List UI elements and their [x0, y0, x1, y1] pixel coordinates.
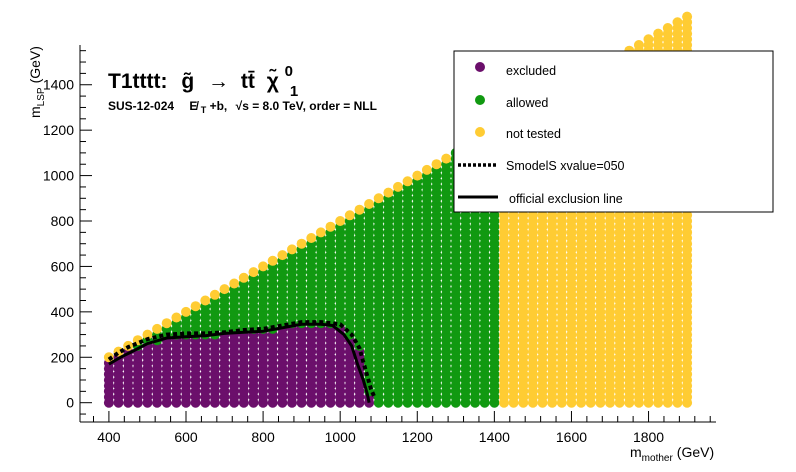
title-lsp-sup: 0: [285, 63, 293, 80]
point-not-tested: [421, 164, 432, 175]
point-not-tested: [344, 210, 355, 221]
x-tick-label: 1800: [633, 429, 664, 445]
smodels-exclusion-line: [107, 320, 377, 399]
point-not-tested: [142, 329, 153, 340]
legend-allowed-label: allowed: [506, 96, 548, 110]
point-not-tested: [412, 170, 423, 181]
title-mother: g̃: [181, 70, 194, 93]
point-not-tested: [441, 153, 452, 164]
x-tick-label: 800: [251, 429, 275, 445]
x-tick-label: 1000: [325, 429, 356, 445]
point-not-tested: [402, 176, 413, 187]
legend-allowed-marker: [475, 95, 485, 105]
point-not-tested: [190, 301, 201, 312]
point-not-tested: [393, 181, 403, 192]
legend-not-tested-marker: [475, 127, 485, 137]
point-not-tested: [373, 193, 384, 204]
point-not-tested: [431, 159, 442, 170]
point-not-tested: [152, 323, 163, 334]
x-axis-title: mmother (GeV): [630, 444, 714, 464]
point-not-tested: [277, 250, 288, 261]
title-products: tt̄: [241, 70, 255, 93]
point-not-tested: [296, 238, 307, 249]
point-not-tested: [653, 28, 664, 39]
point-not-tested: [219, 284, 230, 295]
title-lsp-sub: 1: [290, 83, 298, 100]
point-not-tested: [287, 244, 297, 255]
point-not-tested: [325, 221, 336, 232]
y-tick-label: 0: [66, 395, 74, 411]
point-not-tested: [315, 227, 326, 238]
x-tick-label: 1400: [479, 429, 510, 445]
x-tick-label: 1200: [402, 429, 433, 445]
y-tick-label: 800: [51, 213, 75, 229]
title-model: T1tttt:: [108, 70, 167, 93]
x-tick-label: 600: [174, 429, 198, 445]
legend-box: [453, 50, 774, 213]
legend-excluded-marker: [475, 62, 485, 72]
legend-excluded-label: excluded: [506, 64, 556, 78]
point-not-tested: [181, 306, 191, 317]
point-not-tested: [662, 23, 673, 33]
y-tick-label: 1400: [43, 77, 74, 93]
subtitle-met-suffix: +b,: [210, 99, 228, 113]
point-not-tested: [209, 289, 220, 300]
y-tick-label: 600: [51, 258, 75, 274]
axes: 400 600 800 1000 1200 1400 1600 1800 0 200 400 600 8…: [43, 45, 716, 445]
legend-official-label: official exclusion line: [509, 192, 623, 206]
subtitle-sqrt-s: √s = 8.0 TeV, order = NLL: [236, 99, 377, 113]
x-tick-label: 1600: [556, 429, 587, 445]
y-tick-label: 400: [51, 304, 75, 320]
y-axis-title: mLSP(GeV): [27, 46, 47, 118]
official-exclusion-line: [108, 322, 371, 404]
point-not-tested: [335, 216, 346, 226]
y-tick-label: 200: [51, 349, 75, 365]
point-not-tested: [200, 295, 211, 306]
subtitle-met: E̸: [189, 99, 199, 113]
y-tick-label: 1000: [43, 168, 74, 184]
point-not-tested: [633, 40, 644, 50]
chart-title: T1tttt: g̃ → tt̄ χ̃ 0 1: [108, 58, 299, 100]
legend-smodels-label: SmodelS xvalue=050: [506, 159, 625, 173]
subtitle-analysis: SUS-12-024: [108, 99, 174, 113]
point-not-tested: [258, 261, 269, 272]
point-not-tested: [238, 272, 249, 283]
point-not-tested: [364, 199, 375, 209]
legend: excluded allowed not tested SmodelS xval…: [453, 50, 774, 213]
y-tick-label: 1200: [43, 122, 74, 138]
point-not-tested: [354, 204, 365, 215]
title-arrow: →: [208, 70, 229, 93]
point-not-tested: [306, 233, 317, 243]
point-not-tested: [171, 312, 182, 323]
point-not-tested: [682, 11, 693, 22]
point-not-tested: [643, 34, 654, 45]
point-not-tested: [672, 17, 683, 28]
legend-not-tested-label: not tested: [506, 127, 561, 141]
point-not-tested: [248, 267, 259, 278]
point-not-tested: [267, 255, 278, 266]
exclusion-curves: [107, 320, 377, 404]
chart-subtitle: SUS-12-024 E̸ T +b, √s = 8.0 TeV, order …: [108, 99, 377, 116]
x-tick-label: 400: [97, 429, 121, 445]
point-not-tested: [229, 278, 240, 289]
subtitle-met-sub: T: [201, 105, 207, 115]
title-lsp: χ̃: [267, 69, 279, 93]
point-not-tested: [161, 318, 172, 329]
point-not-tested: [383, 187, 394, 198]
